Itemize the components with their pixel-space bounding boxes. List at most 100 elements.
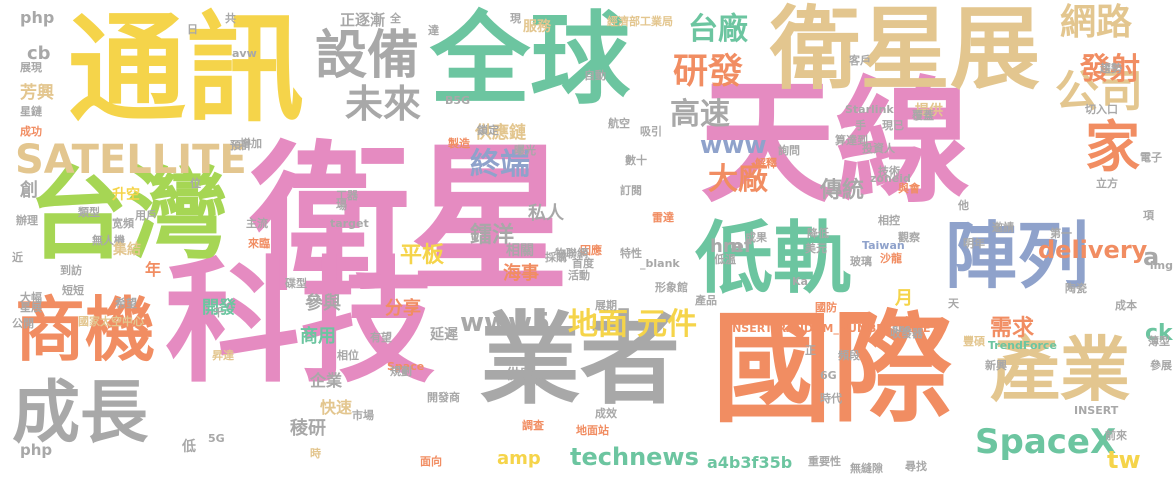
- word-74: 訂閱: [620, 184, 642, 197]
- word-target-108: target: [330, 217, 369, 230]
- word-185: 大幅: [20, 291, 42, 304]
- word-92: 時: [310, 447, 321, 460]
- word-2: 科技: [165, 244, 435, 401]
- word-184: 位: [190, 177, 201, 190]
- word-140: 參展: [1150, 359, 1172, 372]
- word-18: 公司: [1055, 66, 1143, 117]
- word-60: 開發: [202, 298, 236, 318]
- word-95: 到訪: [60, 264, 82, 277]
- word-94: 集結: [113, 242, 141, 258]
- word-72: 趨勢: [1100, 62, 1122, 75]
- word-48: 經濟部工業局: [607, 15, 673, 28]
- word-25: 大廠: [708, 162, 768, 197]
- word-150: 成效: [595, 407, 617, 420]
- word-102: 類型: [78, 206, 100, 219]
- word-172: 展期: [595, 299, 617, 312]
- word-53: 商用: [300, 326, 336, 347]
- word-186: 星展: [20, 301, 42, 314]
- word-100: 成功: [20, 125, 42, 138]
- word-169: 降低: [807, 227, 829, 240]
- word-103: 辦理: [16, 214, 38, 227]
- word-138: 成本: [1115, 299, 1137, 312]
- word-insert-random-number-here-81: INSERT_RANDOM_NUMBER_HERE: [728, 322, 931, 335]
- word-50: 海事: [503, 263, 539, 284]
- word-46: 正逐漸: [340, 11, 386, 29]
- word-24: 終端: [470, 147, 530, 182]
- word-3: 國際: [712, 300, 952, 439]
- word-71: 客戶: [849, 54, 871, 67]
- word-69: 覆蓋: [912, 109, 934, 122]
- word-134: 沙龍: [880, 252, 902, 265]
- word-6: 全球: [430, 1, 630, 118]
- word-175: 全: [390, 12, 401, 25]
- word-93: 無人機: [92, 234, 125, 247]
- word-159: 有望: [370, 331, 392, 344]
- word-4: 業者: [480, 301, 680, 418]
- word-146: 前來: [1105, 429, 1127, 442]
- word-162: 天: [948, 297, 959, 310]
- word-167: 成果: [745, 231, 767, 244]
- word-47: 服務: [523, 19, 551, 35]
- word-33: 傳統: [820, 178, 865, 203]
- word-34: 鐳洋: [470, 223, 515, 248]
- word-111: 場: [336, 199, 347, 212]
- word-a4b3f35b-41: a4b3f35b: [707, 453, 793, 472]
- word-77: 特性: [620, 247, 642, 260]
- word-129: 與會: [898, 182, 920, 195]
- word-149: 尋找: [905, 460, 927, 473]
- word-166: 相控: [878, 214, 900, 227]
- word-space-87: Space: [387, 360, 425, 373]
- word-174: 活動: [568, 269, 590, 282]
- word-49: 供應鏈: [475, 123, 526, 143]
- word-154: 市場: [352, 409, 374, 422]
- word-84: 豐碩: [963, 335, 985, 348]
- word-107: 碟型: [285, 277, 307, 290]
- word-112: 自動: [584, 69, 606, 82]
- word-98: 國家太空中心: [78, 315, 144, 328]
- word-54: 企業: [310, 371, 343, 390]
- word-99: 星鏈: [20, 105, 42, 118]
- word-124: 現已: [882, 119, 904, 132]
- word-160: 相位: [337, 349, 359, 362]
- word-spacex-30: SpaceX: [975, 422, 1117, 462]
- word-58: 供應: [506, 367, 534, 383]
- word-8: 衛星展: [770, 0, 1040, 102]
- word-168: 美元: [805, 242, 827, 255]
- word-189: 近: [12, 251, 23, 264]
- word-55: 稜研: [290, 418, 326, 439]
- word-5: 通訊: [68, 0, 305, 138]
- word-57: 延遲: [430, 327, 458, 343]
- word-90: 低: [182, 439, 196, 455]
- word-29: 元件: [637, 307, 697, 342]
- word-www5-27: www5: [460, 308, 551, 338]
- word-136: 國防: [815, 301, 837, 314]
- word-22: 發射: [1080, 52, 1140, 87]
- word-45: 芳興: [20, 83, 54, 103]
- word-16: 未來: [345, 82, 422, 126]
- word-52: 參與: [305, 293, 341, 314]
- word-62: 創: [20, 180, 38, 201]
- word-171: 採購: [545, 251, 567, 264]
- word-technews-31: technews: [570, 443, 699, 471]
- word-61: 升空: [112, 187, 140, 203]
- word-21: 網路: [1060, 2, 1133, 43]
- word-106: 來臨: [248, 237, 270, 250]
- word-96: 短短: [62, 284, 84, 297]
- word-188: 增加: [240, 137, 262, 150]
- word-156: 發展: [522, 374, 544, 387]
- word-12: 產業: [990, 329, 1130, 411]
- word-118: 曝光: [514, 144, 536, 157]
- word-132: 第一: [1050, 227, 1072, 240]
- word-20: 研發: [673, 52, 744, 92]
- word-tw-42: tw: [1107, 446, 1141, 474]
- word-51: 分享: [385, 298, 421, 319]
- word-ck-66: ck: [1145, 321, 1173, 346]
- word-180: 現: [510, 12, 521, 25]
- word-73: 數十: [625, 154, 647, 167]
- word-105: 主流: [246, 217, 268, 230]
- word-13: 成長: [12, 374, 149, 453]
- word-178: 日: [187, 23, 198, 36]
- word-37: 年: [145, 260, 162, 279]
- word-147: 無縫隙: [850, 462, 883, 475]
